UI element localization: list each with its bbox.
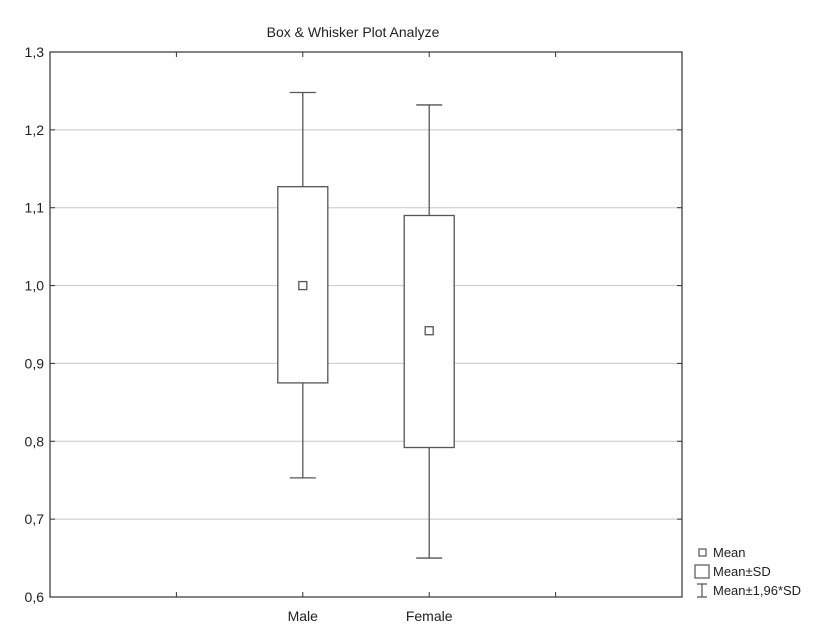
x-axis: Male Female [175,52,557,624]
legend-box-icon [694,564,710,579]
y-tick-label: 1,0 [25,278,45,294]
x-category-label: Male [288,608,319,624]
box-group-male [277,91,329,479]
grid-layer [50,129,682,520]
boxes-layer [277,91,455,559]
y-tick-label: 0,7 [25,511,45,527]
mean-marker [424,326,434,336]
y-tick-label: 1,1 [25,200,45,216]
mean-marker [298,280,308,291]
y-tick-label: 0,6 [25,589,45,605]
legend-label: Mean±SD [713,564,771,579]
legend-mean-icon [698,548,707,557]
box-group-female [403,104,455,559]
y-axis: 0,6 0,7 0,8 0,9 1,0 1,1 1,2 1,3 [25,44,682,605]
x-category-label: Female [406,608,453,624]
legend-label: Mean [713,545,746,560]
y-tick-label: 0,9 [25,355,45,371]
y-tick-label: 1,2 [25,122,45,138]
legend-whisker-icon [697,583,707,598]
legend-label: Mean±1,96*SD [713,583,801,598]
y-tick-label: 1,3 [25,44,45,60]
plot-frame [49,51,683,598]
y-tick-label: 0,8 [25,433,45,449]
legend: Mean Mean±SD Mean±1,96*SD [694,545,801,598]
chart-title: Box & Whisker Plot Analyze [267,24,440,40]
